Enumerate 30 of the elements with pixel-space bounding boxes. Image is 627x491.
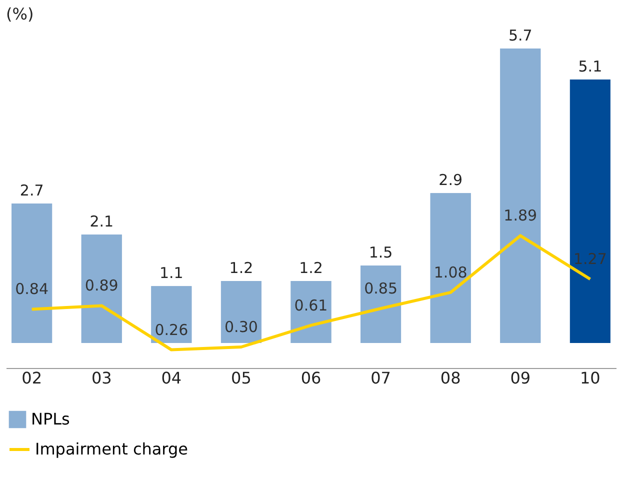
data-label: 0.89 xyxy=(84,276,118,295)
data-label: 1.1 xyxy=(159,264,184,282)
data-label: 1.5 xyxy=(368,244,393,262)
data-label: 1.2 xyxy=(229,259,254,277)
x-tick-label: 04 xyxy=(161,368,182,388)
x-tick-label: 03 xyxy=(91,368,112,388)
data-label: 0.61 xyxy=(294,296,328,314)
x-tick-label: 05 xyxy=(231,368,252,388)
legend-label: Impairment charge xyxy=(35,440,188,458)
data-label: 0.30 xyxy=(224,318,258,336)
data-label: 1.27 xyxy=(573,250,607,268)
text: (%) xyxy=(6,4,34,24)
x-tick-label: 10 xyxy=(580,368,600,388)
data-label: 2.9 xyxy=(438,171,463,190)
x-tick-label: 02 xyxy=(22,368,42,388)
x-tick-label: 08 xyxy=(440,368,461,388)
data-label: 1.2 xyxy=(299,259,323,277)
data-label: 0.84 xyxy=(15,280,49,298)
data-label: 0.85 xyxy=(364,280,398,298)
data-label: 5.1 xyxy=(578,58,602,76)
data-label: 1.89 xyxy=(504,206,538,225)
x-tick-label: 07 xyxy=(370,368,391,388)
data-label: 2.7 xyxy=(20,182,44,200)
data-label: 1.08 xyxy=(434,263,468,282)
x-tick-label: 09 xyxy=(510,368,531,388)
legend-label: NPLs xyxy=(31,410,70,428)
data-label: 2.1 xyxy=(90,212,114,230)
x-tick-label: 06 xyxy=(300,368,322,388)
data-label: 5.7 xyxy=(508,26,532,44)
data-label: 0.26 xyxy=(154,320,188,339)
